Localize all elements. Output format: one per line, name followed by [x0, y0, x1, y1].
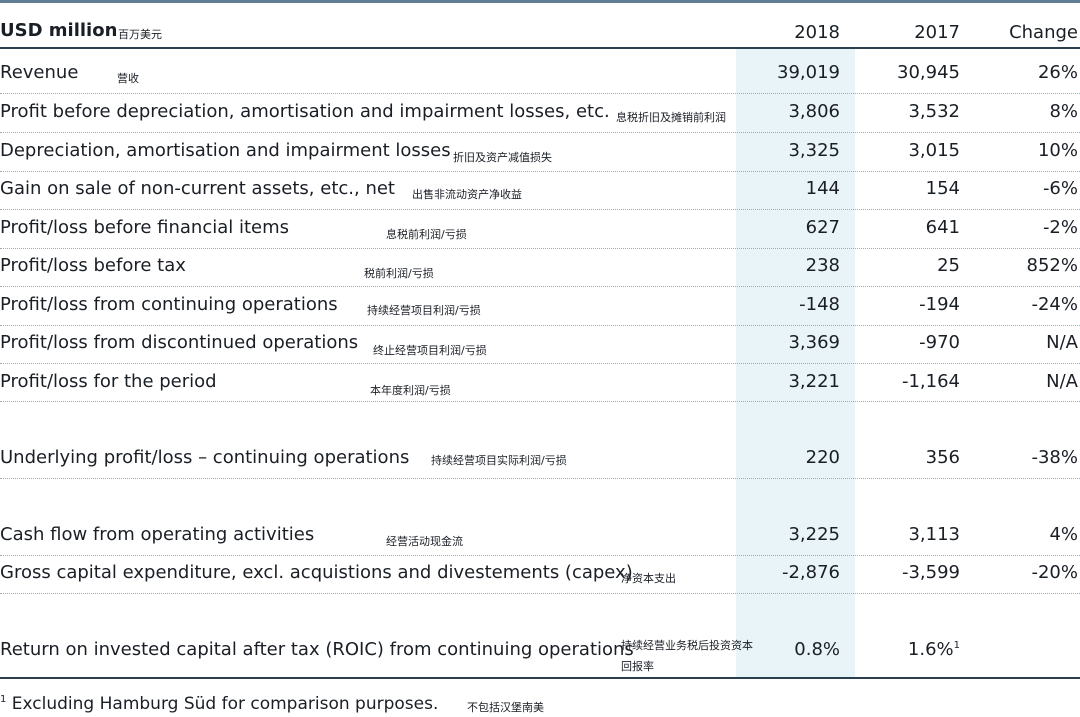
value-change: N/A [1046, 371, 1078, 392]
value-change: -2% [1042, 217, 1078, 238]
column-header-change: Change [1009, 22, 1078, 43]
footnote-cn: 不包括汉堡南美 [467, 701, 544, 714]
value-change: 4% [1049, 524, 1078, 545]
row-label: Gross capital expenditure, excl. acquist… [0, 562, 633, 583]
value-2018: 3,806 [788, 101, 840, 122]
row-label-cn: 息税折旧及摊销前利润 [616, 111, 726, 124]
row-label-cn: 持续经营业务税后投资资本 [621, 639, 753, 652]
value-2018: 0.8% [794, 639, 840, 660]
value-2018: 3,325 [788, 140, 840, 161]
value-change: 26% [1037, 62, 1078, 83]
row-label: Depreciation, amortisation and impairmen… [0, 140, 451, 161]
value-2017: 3,113 [908, 524, 960, 545]
value-2018: 238 [805, 255, 840, 276]
value-change: -38% [1031, 447, 1078, 468]
row-label: Profit/loss before financial items [0, 217, 290, 238]
unit-title-cn: 百万美元 [118, 28, 162, 41]
value-2018: 3,221 [788, 371, 840, 392]
footnote-marker: 1 [953, 640, 960, 651]
value-2017: 3,532 [908, 101, 960, 122]
row-label: Profit/loss from discontinued operations [0, 332, 359, 353]
row-label-cn: 折旧及资产减值损失 [453, 151, 552, 164]
row-label: Profit/loss from continuing operations [0, 294, 338, 315]
footnote-text: 1 Excluding Hamburg Süd for comparison p… [0, 694, 438, 714]
row-label: Revenue [0, 62, 79, 83]
value-2017: 641 [925, 217, 960, 238]
footnote-marker: 1 [0, 694, 7, 705]
value-2017-number: 1.6% [907, 639, 954, 660]
value-2017: 3,015 [908, 140, 960, 161]
row-divider [0, 209, 1080, 210]
row-label-cn: 息税前利润/亏损 [386, 228, 467, 241]
row-label-cn: 本年度利润/亏损 [370, 384, 451, 397]
value-2018: 627 [805, 217, 840, 238]
row-label-cn: 税前利润/亏损 [364, 267, 434, 280]
column-header-2017: 2017 [914, 22, 960, 43]
value-2017: 1.6%1 [908, 639, 960, 660]
value-change: -20% [1031, 562, 1078, 583]
value-2017: 356 [925, 447, 960, 468]
row-label-cn: 净资本支出 [621, 572, 676, 585]
value-change: 10% [1037, 140, 1078, 161]
value-2017: -1,164 [901, 371, 960, 392]
value-2017: 25 [937, 255, 960, 276]
row-divider [0, 363, 1080, 364]
row-label-cn-line2: 回报率 [621, 660, 654, 673]
row-label: Profit/loss before tax [0, 255, 186, 276]
value-change: -24% [1031, 294, 1078, 315]
row-divider [0, 286, 1080, 287]
footnote-body: Excluding Hamburg Süd for comparison pur… [11, 694, 439, 714]
value-2018: 220 [805, 447, 840, 468]
value-2017: 30,945 [897, 62, 960, 83]
value-2018: 3,225 [788, 524, 840, 545]
header-divider [0, 47, 1080, 49]
value-2018: -148 [799, 294, 840, 315]
value-2018: 39,019 [777, 62, 840, 83]
row-divider [0, 171, 1080, 172]
row-divider [0, 248, 1080, 249]
column-header-2018: 2018 [794, 22, 840, 43]
value-2018: 144 [805, 178, 840, 199]
row-divider [0, 555, 1080, 556]
value-2017: -3,599 [901, 562, 960, 583]
row-label-cn: 持续经营项目利润/亏损 [367, 304, 481, 317]
row-label: Underlying profit/loss – continuing oper… [0, 447, 410, 468]
row-divider [0, 593, 1080, 594]
value-2018: -2,876 [781, 562, 840, 583]
row-label: Gain on sale of non-current assets, etc.… [0, 178, 395, 199]
row-label-cn: 终止经营项目利润/亏损 [373, 344, 487, 357]
row-divider [0, 325, 1080, 326]
row-label-cn: 持续经营项目实际利润/亏损 [431, 454, 567, 467]
value-2018: 3,369 [788, 332, 840, 353]
row-label-cn: 营收 [117, 72, 139, 85]
value-2017: -194 [919, 294, 960, 315]
row-divider [0, 93, 1080, 94]
value-change: 8% [1049, 101, 1078, 122]
value-change: -6% [1042, 178, 1078, 199]
top-border [0, 0, 1080, 3]
row-divider [0, 401, 1080, 402]
row-label-cn: 经营活动现金流 [386, 535, 463, 548]
row-label-cn: 出售非流动资产净收益 [412, 188, 522, 201]
value-change: N/A [1046, 332, 1078, 353]
value-2017: -970 [919, 332, 960, 353]
unit-title: USD million [0, 20, 118, 41]
table-bottom-divider [0, 677, 1080, 679]
row-divider [0, 132, 1080, 133]
value-2017: 154 [925, 178, 960, 199]
row-label: Profit/loss for the period [0, 371, 217, 392]
row-label: Cash flow from operating activities [0, 524, 315, 545]
row-divider [0, 478, 1080, 479]
row-label: Profit before depreciation, amortisation… [0, 101, 610, 122]
row-label: Return on invested capital after tax (RO… [0, 639, 634, 660]
value-change: 852% [1026, 255, 1078, 276]
